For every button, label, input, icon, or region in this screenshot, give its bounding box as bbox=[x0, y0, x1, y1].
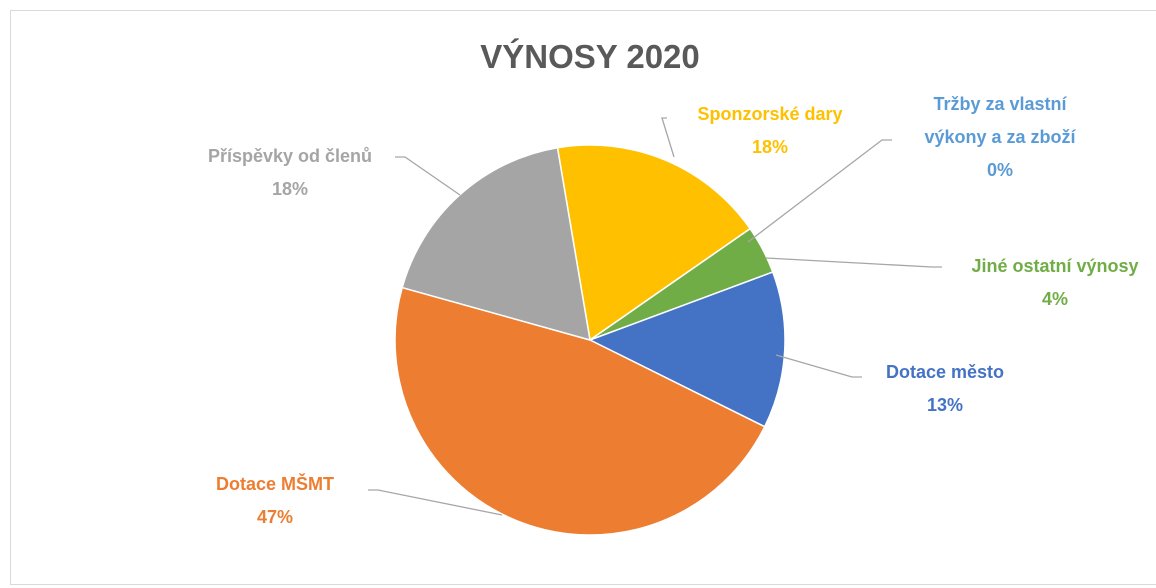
data-label: Příspěvky od členů 18% bbox=[208, 140, 372, 206]
leader-line bbox=[661, 117, 675, 158]
label-name: Dotace město bbox=[885, 362, 1005, 382]
chart-title: VÝNOSY 2020 bbox=[480, 38, 700, 75]
data-label: Sponzorské dary 18% bbox=[697, 98, 842, 164]
leader-line bbox=[395, 156, 461, 196]
label-name: Dotace MŠMT bbox=[215, 474, 335, 494]
pie-slice bbox=[588, 271, 786, 428]
pie-slice bbox=[394, 286, 766, 536]
label-value: 4% bbox=[1041, 289, 1068, 309]
label-name: Příspěvky od členů bbox=[207, 146, 373, 166]
label-value: 18% bbox=[271, 179, 309, 199]
data-label: Tržby za vlastní výkony a za zboží 0% bbox=[900, 88, 1100, 187]
leader-line bbox=[747, 139, 892, 243]
label-value: 13% bbox=[926, 395, 964, 415]
leader-line bbox=[775, 354, 862, 378]
leader-line bbox=[368, 489, 503, 516]
data-label: Dotace MŠMT 47% bbox=[216, 468, 334, 534]
label-name: Sponzorské dary bbox=[697, 104, 843, 124]
leader-line bbox=[765, 257, 942, 268]
label-value: 47% bbox=[256, 507, 294, 527]
pie-slice bbox=[556, 144, 752, 342]
chart-frame bbox=[10, 10, 1156, 585]
label-name: Tržby za vlastní výkony a za zboží bbox=[924, 94, 1076, 147]
label-value: 0% bbox=[986, 160, 1013, 180]
data-label: Jiné ostatní výnosy 4% bbox=[971, 250, 1138, 316]
label-name: Jiné ostatní výnosy bbox=[971, 256, 1139, 276]
data-label: Dotace město 13% bbox=[886, 356, 1004, 422]
label-value: 18% bbox=[751, 137, 789, 157]
